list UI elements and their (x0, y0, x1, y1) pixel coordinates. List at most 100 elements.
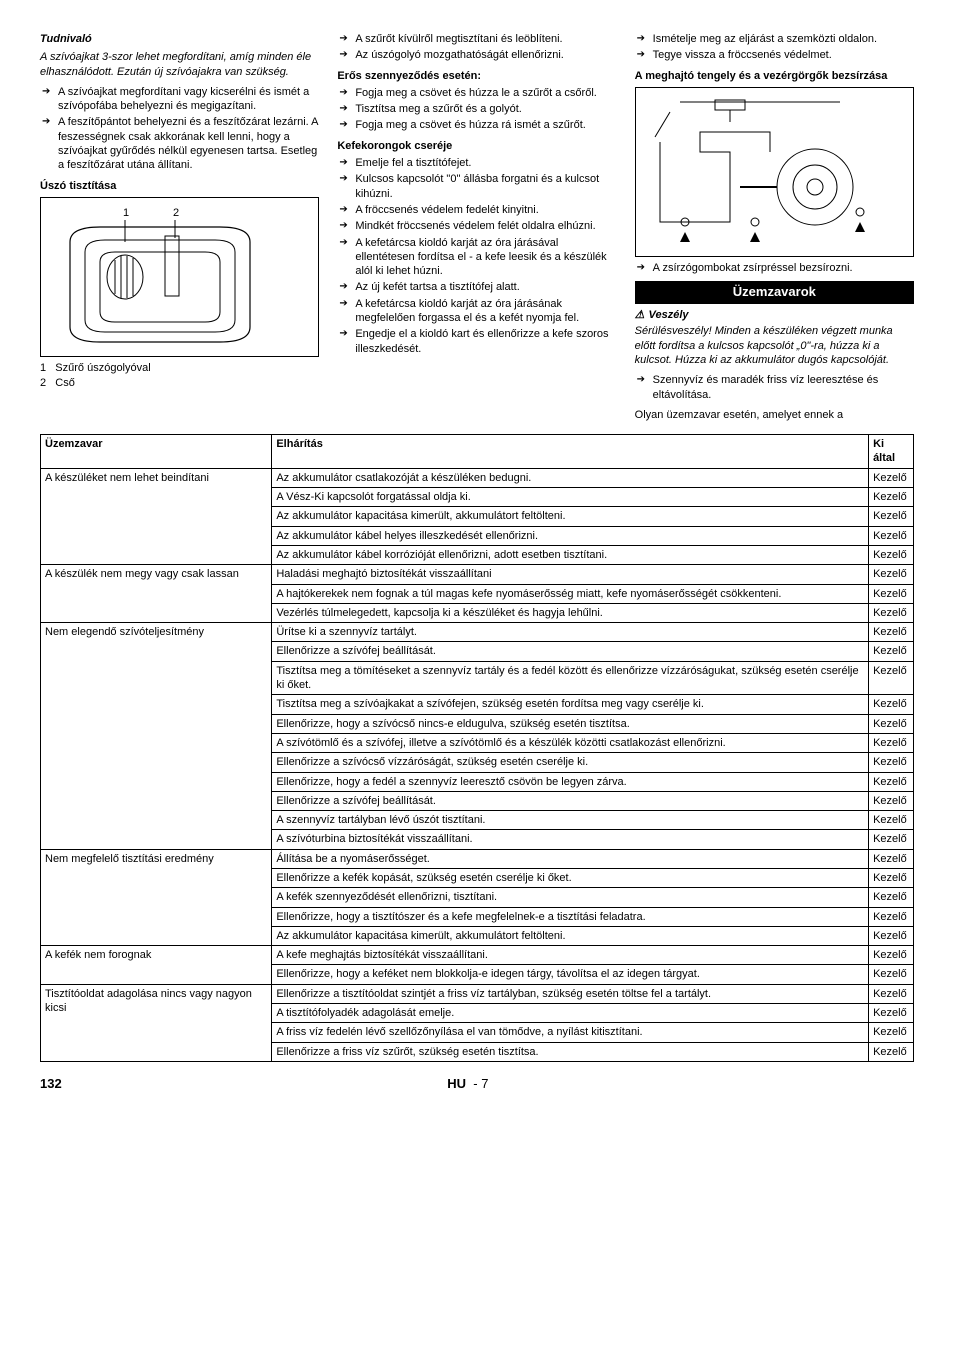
bullet-item: Ismételje meg az eljárást a szemközti ol… (635, 32, 914, 46)
bullet-item: A fröccsenés védelem fedelét kinyitni. (337, 203, 616, 217)
table-row: A kefék nem forognakA kefe meghajtás biz… (41, 946, 914, 965)
cell-fix: Állítása be a nyomáserősséget. (272, 849, 869, 868)
cell-by: Kezelő (869, 488, 914, 507)
cell-by: Kezelő (869, 642, 914, 661)
bullet-item: Mindkét fröccsenés védelem felét oldalra… (337, 219, 616, 233)
col3-bullets-2: A zsírzógombokat zsírpréssel bezsírozni. (635, 261, 914, 275)
cell-fault: Nem elegendő szívóteljesítmény (41, 623, 272, 850)
cell-fix: A hajtókerekek nem fognak a túl magas ke… (272, 584, 869, 603)
bullet-item: A szűrőt kívülről megtisztítani és leöbl… (337, 32, 616, 46)
col3-bullets-1: Ismételje meg az eljárást a szemközti ol… (635, 32, 914, 63)
cell-fix: Ellenőrizze, hogy a szívócső nincs-e eld… (272, 714, 869, 733)
figure-grease (635, 87, 914, 257)
fig-label-1: 1 (123, 207, 129, 219)
cell-fix: A szívótömlő és a szívófej, illetve a sz… (272, 733, 869, 752)
cell-fix: Az akkumulátor csatlakozóját a készüléke… (272, 468, 869, 487)
cell-by: Kezelő (869, 733, 914, 752)
cell-by: Kezelő (869, 811, 914, 830)
table-row: Nem elegendő szívóteljesítményÜrítse ki … (41, 623, 914, 642)
table-body: A készüléket nem lehet beindítaniAz akku… (41, 468, 914, 1061)
intro-paragraph: A szívóajkat 3-szor lehet megfordítani, … (40, 50, 319, 79)
cell-by: Kezelő (869, 753, 914, 772)
cell-by: Kezelő (869, 984, 914, 1003)
bullet-item: Szennyvíz és maradék friss víz leereszté… (635, 373, 914, 402)
cell-fix: Ellenőrizze a szívófej beállítását. (272, 642, 869, 661)
table-row: Tisztítóoldat adagolása nincs vagy nagyo… (41, 984, 914, 1003)
subheading-eros: Erős szennyeződés esetén: (337, 69, 616, 83)
heading-tudnivalo: Tudnivaló (40, 32, 319, 46)
fig-label-2: 2 (173, 207, 179, 219)
warning-paragraph: Sérülésveszély! Minden a készüléken végz… (635, 324, 914, 367)
cell-by: Kezelő (869, 888, 914, 907)
cell-by: Kezelő (869, 830, 914, 849)
cell-fix: A szívóturbina biztosítékát visszaállíta… (272, 830, 869, 849)
figure-float-cleaning: 1 2 (40, 197, 319, 357)
cell-by: Kezelő (869, 926, 914, 945)
cell-by: Kezelő (869, 545, 914, 564)
cell-by: Kezelő (869, 965, 914, 984)
cell-by: Kezelő (869, 695, 914, 714)
th-fault: Üzemzavar (41, 435, 272, 469)
column-3: Ismételje meg az eljárást a szemközti ol… (635, 30, 914, 422)
table-row: Nem megfelelő tisztítási eredményÁllítás… (41, 849, 914, 868)
cell-fix: Tisztítsa meg a szívóajkakat a szívófeje… (272, 695, 869, 714)
bullet-item: Tisztítsa meg a szűrőt és a golyót. (337, 102, 616, 116)
figure-legend: 1 Szűrő úszógolyóval 2 Cső (40, 361, 319, 391)
cell-fix: Ürítse ki a szennyvíz tartályt. (272, 623, 869, 642)
bullet-item: Emelje fel a tisztítófejet. (337, 156, 616, 170)
table-row: A készüléket nem lehet beindítaniAz akku… (41, 468, 914, 487)
cell-by: Kezelő (869, 565, 914, 584)
subheading-kefekorongok: Kefekorongok cseréje (337, 139, 616, 153)
table-header-row: Üzemzavar Elhárítás Ki által (41, 435, 914, 469)
cell-fix: Ellenőrizze a szívófej beállítását. (272, 791, 869, 810)
trailing-text: Olyan üzemzavar esetén, amelyet ennek a (635, 408, 914, 422)
three-column-layout: Tudnivaló A szívóajkat 3-szor lehet megf… (40, 30, 914, 422)
section-bar-uzemzavarok: Üzemzavarok (635, 281, 914, 304)
bullet-item: Az új kefét tartsa a tisztítófej alatt. (337, 280, 616, 294)
bullet-item: Fogja meg a csövet és húzza rá ismét a s… (337, 118, 616, 132)
cell-fix: Ellenőrizze a szívócső vízzáróságát, szü… (272, 753, 869, 772)
th-fix: Elhárítás (272, 435, 869, 469)
bullet-item: A kefetárcsa kioldó karját az óra járásá… (337, 236, 616, 279)
warning-icon (635, 309, 649, 321)
bullet-item: Tegye vissza a fröccsenés védelmet. (635, 48, 914, 62)
cell-by: Kezelő (869, 526, 914, 545)
page-footer: 132 HU - 7 (40, 1076, 914, 1093)
cell-fault: Tisztítóoldat adagolása nincs vagy nagyo… (41, 984, 272, 1061)
cell-by: Kezelő (869, 661, 914, 695)
cell-fix: Ellenőrizze, hogy a fedél a szennyvíz le… (272, 772, 869, 791)
subheading-meghajto: A meghajtó tengely és a vezérgörgők bezs… (635, 69, 914, 83)
cell-fix: A kefék szennyeződését ellenőrizni, tisz… (272, 888, 869, 907)
cell-by: Kezelő (869, 603, 914, 622)
bullet-item: Fogja meg a csövet és húzza le a szűrőt … (337, 86, 616, 100)
cell-fix: Ellenőrizze, hogy a keféket nem blokkolj… (272, 965, 869, 984)
cell-by: Kezelő (869, 868, 914, 887)
col2-bullets-1: A szűrőt kívülről megtisztítani és leöbl… (337, 32, 616, 63)
cell-fix: A szennyvíz tartályban lévő úszót tisztí… (272, 811, 869, 830)
cell-fix: Ellenőrizze a friss víz szűrőt, szükség … (272, 1042, 869, 1061)
cell-fix: Az akkumulátor kábel helyes illeszkedésé… (272, 526, 869, 545)
cell-fault: A készüléket nem lehet beindítani (41, 468, 272, 564)
cell-fix: Ellenőrizze a tisztítóoldat szintjét a f… (272, 984, 869, 1003)
cell-fault: Nem megfelelő tisztítási eredmény (41, 849, 272, 945)
cell-by: Kezelő (869, 584, 914, 603)
cell-fix: A friss víz fedelén lévő szellőzőnyílása… (272, 1023, 869, 1042)
page-number: 132 (40, 1076, 62, 1093)
bullet-item: A szívóajkat megfordítani vagy kicseréln… (40, 85, 319, 114)
legend-row: 1 Szűrő úszógolyóval (40, 361, 319, 375)
cell-by: Kezelő (869, 1004, 914, 1023)
cell-fix: A tisztítófolyadék adagolását emelje. (272, 1004, 869, 1023)
bullet-item: Az úszógolyó mozgathatóságát ellenőrizni… (337, 48, 616, 62)
cell-fault: A készülék nem megy vagy csak lassan (41, 565, 272, 623)
cell-by: Kezelő (869, 946, 914, 965)
cell-fix: Az akkumulátor kapacitása kimerült, akku… (272, 507, 869, 526)
footer-lang: HU - 7 (62, 1076, 874, 1093)
col3-bullets-3: Szennyvíz és maradék friss víz leereszté… (635, 373, 914, 402)
cell-fix: A Vész-Ki kapcsolót forgatással oldja ki… (272, 488, 869, 507)
cell-fix: Vezérlés túlmelegedett, kapcsolja ki a k… (272, 603, 869, 622)
table-row: A készülék nem megy vagy csak lassanHala… (41, 565, 914, 584)
bullet-item: Kulcsos kapcsolót "0" állásba forgatni é… (337, 172, 616, 201)
column-1: Tudnivaló A szívóajkat 3-szor lehet megf… (40, 30, 319, 422)
cell-fix: Haladási meghajtó biztosítékát visszaáll… (272, 565, 869, 584)
cell-fix: Az akkumulátor kapacitása kimerült, akku… (272, 926, 869, 945)
